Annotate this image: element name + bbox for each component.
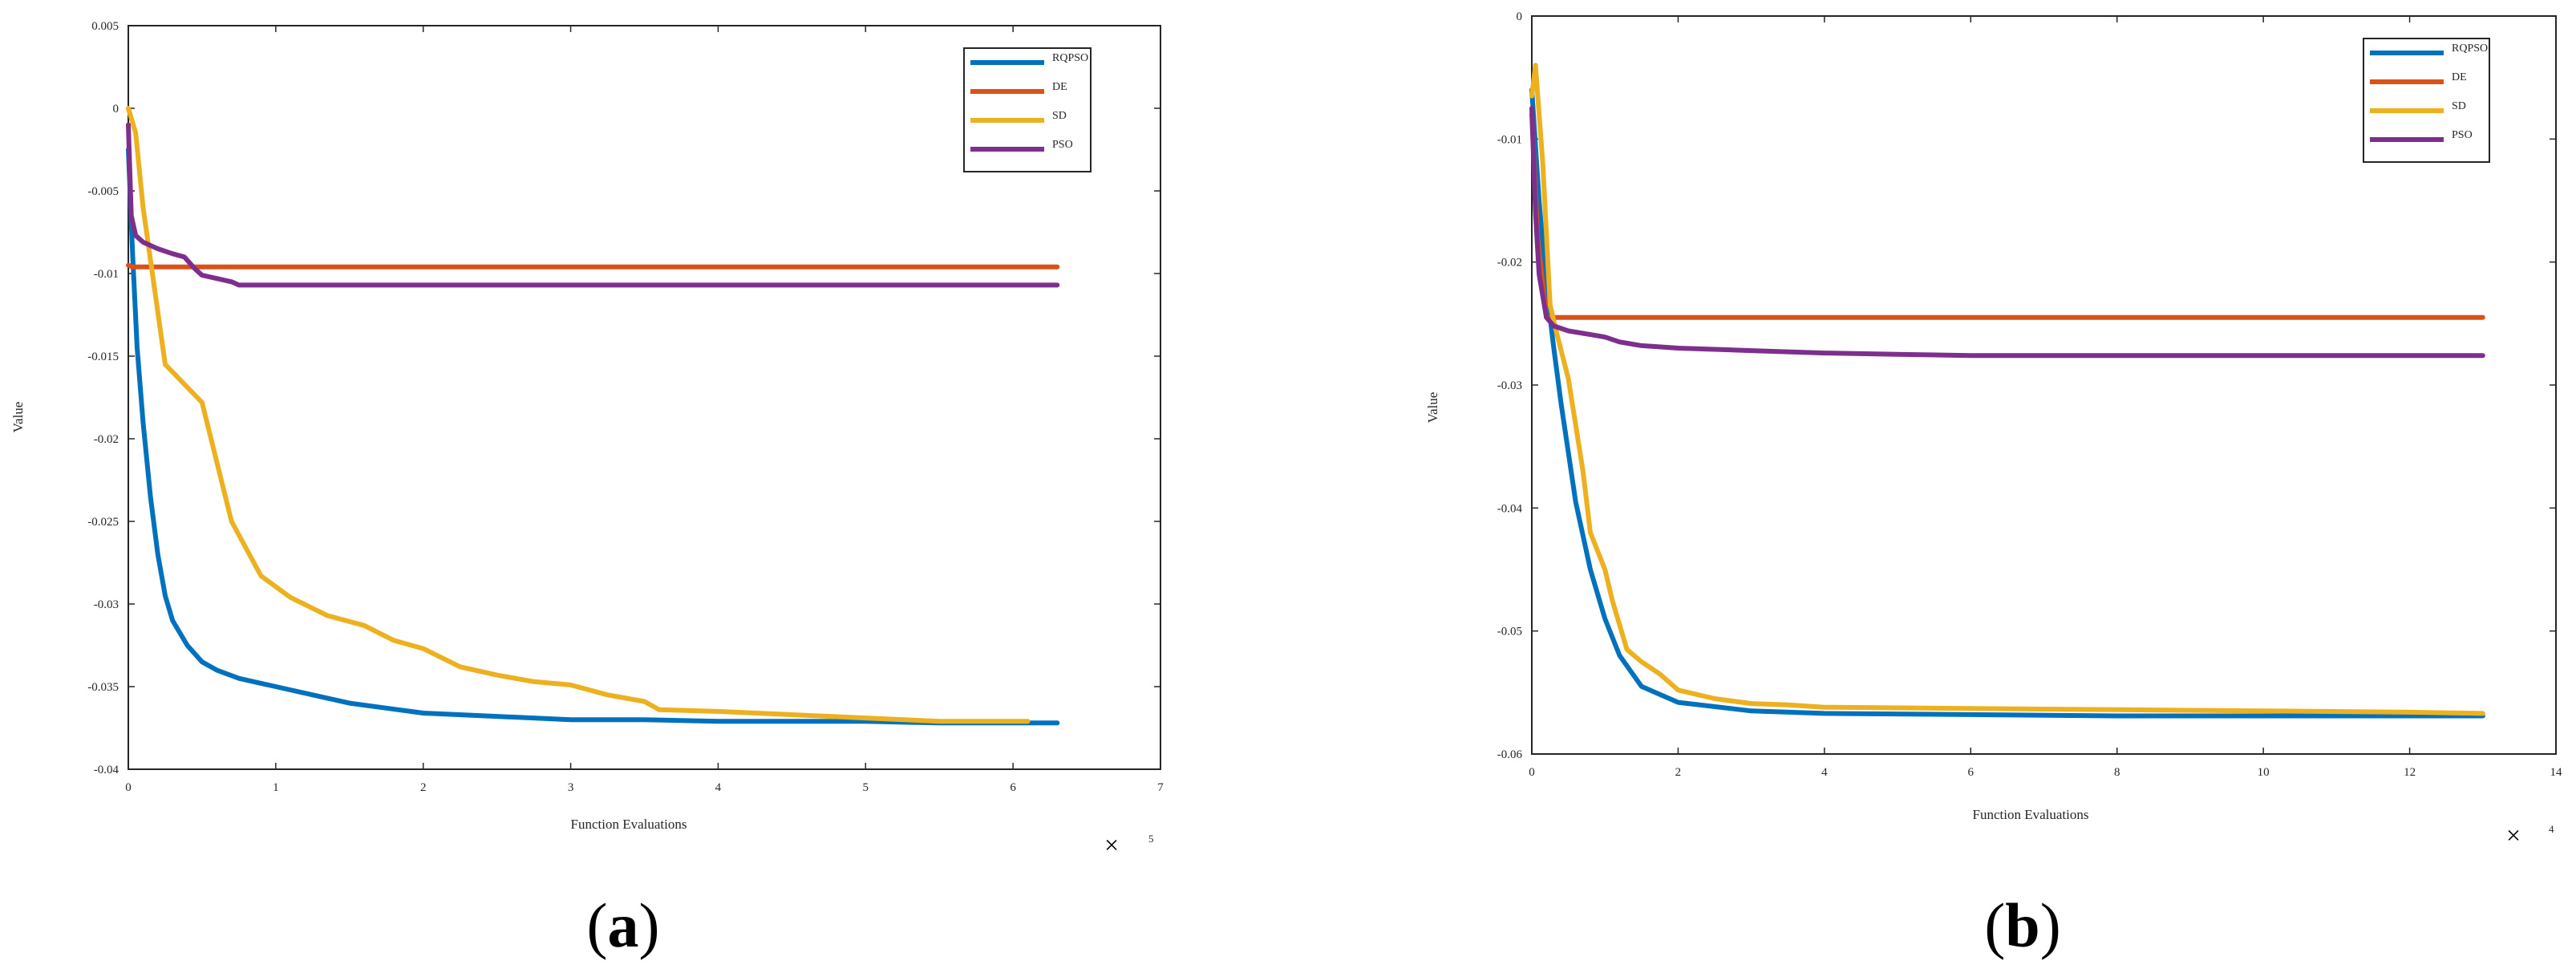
panel-label-b-open: ( bbox=[1984, 890, 2005, 960]
legend-label-pso: PSO bbox=[1052, 139, 1073, 151]
panel-label-b: (b) bbox=[1984, 890, 2060, 960]
y-tick-label: -0.02 bbox=[1497, 257, 1522, 270]
legend-label-sd: SD bbox=[2452, 100, 2466, 112]
y-tick-label: -0.035 bbox=[87, 681, 119, 694]
y-tick-label: -0.025 bbox=[87, 516, 119, 529]
legend-b: RQPSO DE SD PSO bbox=[2363, 38, 2490, 163]
x-multiplier-a: × 5 bbox=[1104, 830, 1154, 859]
chart-a-lines bbox=[126, 106, 1060, 726]
y-axis-label-b: Value bbox=[1425, 392, 1440, 424]
chart-b-lines bbox=[1529, 63, 2485, 719]
x-axis-label-b: Function Evaluations bbox=[1973, 807, 2089, 822]
legend-label-de: DE bbox=[2452, 71, 2467, 83]
x-tick-label: 5 bbox=[863, 781, 869, 794]
x-multiplier-b: × 4 bbox=[2506, 821, 2554, 849]
y-tick-label: -0.03 bbox=[94, 598, 119, 611]
y-tick-label: 0 bbox=[113, 103, 119, 116]
y-tick-label: -0.04 bbox=[94, 764, 119, 776]
x-tick-label: 12 bbox=[2404, 766, 2416, 779]
y-tick-label: -0.02 bbox=[94, 433, 119, 446]
legend-entries-b: RQPSO DE SD PSO bbox=[2370, 43, 2488, 142]
x-tick-label: 14 bbox=[2550, 766, 2563, 779]
y-tick-label: -0.01 bbox=[94, 268, 119, 281]
panel-label-b-letter: b bbox=[2005, 890, 2039, 960]
x-tick-label: 8 bbox=[2114, 766, 2120, 779]
y-tick-label: -0.04 bbox=[1497, 502, 1523, 515]
panel-label-b-close: ) bbox=[2040, 890, 2061, 960]
y-tick-label: -0.05 bbox=[1497, 626, 1522, 638]
series-line-rqpso bbox=[126, 147, 1060, 726]
y-tick-label: -0.005 bbox=[87, 185, 119, 198]
x-tick-label: 2 bbox=[1675, 766, 1682, 779]
x-tick-label: 0 bbox=[125, 781, 132, 794]
x-tick-label: 4 bbox=[715, 781, 722, 794]
chart-a-ticks: 0 1 2 3 4 5 6 7 0.005 0 -0.005 -0.01 -0.015 -0.02 -0.0… bbox=[87, 20, 1164, 794]
x-tick-label: 7 bbox=[1157, 781, 1164, 794]
chart-b: 0 2 4 6 8 10 12 14 0 -0.01 -0.02 -0.03 -0.04 -0.05 -0.… bbox=[1425, 10, 2562, 960]
multiplier-sign-b: × bbox=[2506, 821, 2521, 849]
legend-label-pso: PSO bbox=[2452, 129, 2473, 141]
legend-label-rqpso: RQPSO bbox=[2452, 43, 2488, 55]
series-line-pso bbox=[1529, 106, 2485, 359]
series-line-de bbox=[126, 262, 1060, 270]
y-tick-label: -0.03 bbox=[1497, 379, 1522, 392]
x-tick-label: 4 bbox=[1821, 766, 1828, 779]
multiplier-exponent-b: 4 bbox=[2549, 823, 2554, 835]
series-line-rqpso bbox=[1529, 87, 2485, 719]
x-tick-label: 6 bbox=[1968, 766, 1975, 779]
legend-label-de: DE bbox=[1052, 81, 1067, 93]
y-tick-label: 0 bbox=[1517, 10, 1523, 23]
legend-label-rqpso: RQPSO bbox=[1052, 52, 1088, 64]
x-axis-label-a: Function Evaluations bbox=[571, 817, 687, 832]
series-line-sd bbox=[126, 106, 1031, 724]
multiplier-exponent-a: 5 bbox=[1148, 833, 1154, 845]
y-tick-label: -0.01 bbox=[1497, 133, 1522, 146]
y-tick-label: -0.06 bbox=[1497, 748, 1523, 761]
legend-a: RQPSO DE SD PSO bbox=[963, 47, 1092, 172]
chart-b-ticks: 0 2 4 6 8 10 12 14 0 -0.01 -0.02 -0.03 -0.04 -0.05 -0.… bbox=[1497, 10, 2562, 779]
x-tick-label: 0 bbox=[1529, 766, 1535, 779]
x-tick-label: 1 bbox=[273, 781, 279, 794]
y-tick-label: 0.005 bbox=[91, 20, 119, 33]
x-tick-label: 6 bbox=[1010, 781, 1016, 794]
panel-label-a-close: ) bbox=[639, 890, 660, 960]
legend-box-b bbox=[2363, 38, 2490, 163]
panel-label-a-open: ( bbox=[587, 890, 608, 960]
legend-label-sd: SD bbox=[1052, 110, 1067, 122]
panel-label-a: (a) bbox=[587, 890, 660, 960]
multiplier-sign-a: × bbox=[1104, 830, 1119, 859]
series-line-pso bbox=[126, 122, 1060, 288]
x-tick-label: 10 bbox=[2258, 766, 2270, 779]
x-tick-label: 2 bbox=[420, 781, 427, 794]
y-tick-label: -0.015 bbox=[87, 351, 119, 363]
x-tick-label: 3 bbox=[568, 781, 574, 794]
legend-box-a bbox=[963, 47, 1092, 172]
chart-a: 0 1 2 3 4 5 6 7 0.005 0 -0.005 -0.01 -0.015 -0.02 -0.0… bbox=[10, 20, 1164, 960]
panel-label-a-letter: a bbox=[608, 890, 639, 960]
legend-entries-a: RQPSO DE SD PSO bbox=[970, 52, 1088, 152]
y-axis-label-a: Value bbox=[10, 402, 26, 433]
